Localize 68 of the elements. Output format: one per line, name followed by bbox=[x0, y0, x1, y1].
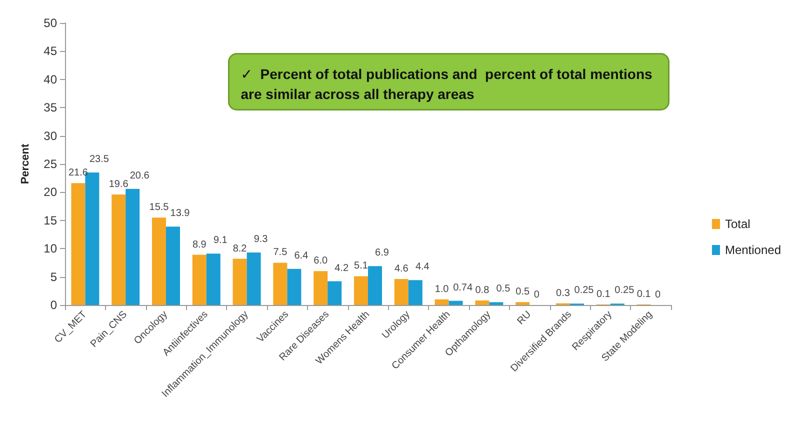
y-tick-label: 5 bbox=[50, 270, 58, 284]
legend-label: Mentioned bbox=[724, 243, 782, 257]
bar bbox=[408, 280, 422, 305]
data-label: 0.5 bbox=[496, 284, 511, 295]
data-label: 15.5 bbox=[149, 202, 170, 214]
data-label: 0.8 bbox=[475, 284, 490, 296]
data-label: 8.9 bbox=[192, 239, 207, 250]
bar bbox=[166, 226, 180, 305]
data-label: 6.4 bbox=[294, 250, 309, 262]
y-tick-label: 0 bbox=[50, 298, 58, 312]
data-label: 0.74 bbox=[453, 282, 473, 294]
y-tick-label: 40 bbox=[44, 72, 58, 86]
data-label: 0 bbox=[655, 290, 662, 300]
data-label: 21.6 bbox=[68, 168, 88, 179]
bar bbox=[192, 254, 206, 305]
bar bbox=[328, 281, 342, 305]
data-label: 0.1 bbox=[636, 288, 652, 300]
legend-label: Total bbox=[724, 217, 750, 231]
bar bbox=[273, 262, 288, 305]
bar bbox=[516, 302, 530, 305]
data-label: 0.1 bbox=[596, 288, 611, 300]
y-tick-label: 35 bbox=[44, 100, 58, 115]
data-label: 20.6 bbox=[130, 170, 150, 182]
data-label: 7.5 bbox=[273, 247, 288, 258]
data-label: 0.25 bbox=[614, 285, 635, 296]
data-label: 0.25 bbox=[574, 285, 594, 296]
bar bbox=[71, 183, 86, 305]
bar bbox=[489, 302, 504, 305]
bar bbox=[206, 254, 220, 305]
data-label: 13.9 bbox=[170, 208, 190, 220]
data-label: 6.9 bbox=[375, 248, 390, 259]
bar bbox=[112, 194, 126, 305]
annotation: ✓ Percent of total publications and percent of total mentions are similar across all therapy areas bbox=[240, 66, 656, 102]
y-tick-label: 20 bbox=[44, 185, 58, 200]
y-tick-label: 25 bbox=[44, 157, 58, 171]
data-label: 0 bbox=[534, 290, 540, 300]
bar bbox=[287, 268, 302, 305]
bar bbox=[354, 276, 368, 305]
data-label: 9.3 bbox=[254, 234, 268, 246]
bar bbox=[314, 271, 328, 305]
data-label: 4.4 bbox=[415, 262, 430, 273]
data-label: 8.2 bbox=[232, 243, 248, 254]
data-label: 9.1 bbox=[213, 235, 228, 246]
bar bbox=[246, 252, 261, 305]
y-tick-label: 45 bbox=[44, 44, 58, 58]
bar bbox=[232, 258, 247, 305]
bar bbox=[152, 218, 166, 305]
data-label: 4.6 bbox=[394, 264, 409, 275]
bar bbox=[434, 299, 449, 305]
data-label: 23.5 bbox=[89, 154, 110, 165]
data-label: 6.0 bbox=[314, 256, 328, 267]
data-label: 0.5 bbox=[516, 286, 530, 298]
bar bbox=[368, 266, 382, 305]
y-tick-label: 15 bbox=[44, 213, 58, 228]
y-tick-label: 30 bbox=[44, 128, 58, 143]
bar bbox=[448, 300, 463, 305]
data-label: 19.6 bbox=[108, 178, 129, 190]
data-label: 0.3 bbox=[556, 288, 570, 299]
data-label: 1.0 bbox=[434, 284, 450, 295]
data-label: 5.1 bbox=[354, 260, 368, 272]
bar bbox=[394, 279, 408, 305]
x-tick-label: RU bbox=[516, 309, 534, 328]
y-tick-label: 50 bbox=[44, 16, 58, 30]
data-label: 4.2 bbox=[334, 262, 349, 274]
y-tick-label: 10 bbox=[44, 242, 58, 256]
bar bbox=[126, 188, 140, 305]
y-axis-title: Percent bbox=[20, 143, 32, 184]
bar bbox=[475, 300, 490, 305]
